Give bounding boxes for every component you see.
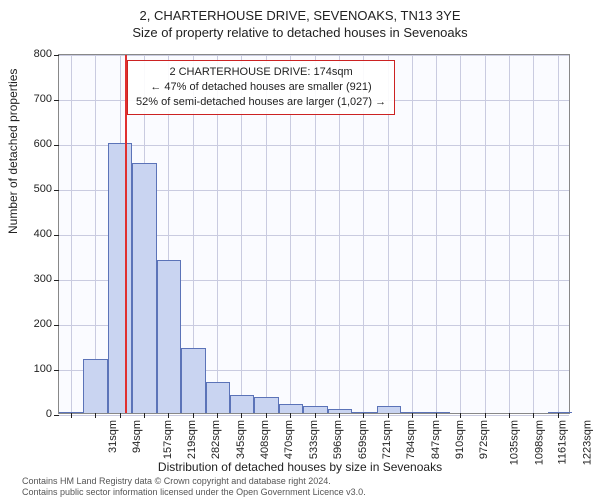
histogram-bar <box>279 404 303 413</box>
ytick-label: 800 <box>22 48 52 60</box>
ytick-label: 500 <box>22 183 52 195</box>
gridline-v <box>436 55 437 413</box>
annotation-box: 2 CHARTERHOUSE DRIVE: 174sqm← 47% of det… <box>127 60 395 115</box>
xtick-mark <box>266 413 267 418</box>
chart-title-line1: 2, CHARTERHOUSE DRIVE, SEVENOAKS, TN13 3… <box>0 0 600 23</box>
xtick-mark <box>460 413 461 418</box>
ytick-mark <box>54 100 59 101</box>
xtick-mark <box>363 413 364 418</box>
ytick-mark <box>54 415 59 416</box>
footer-attribution: Contains HM Land Registry data © Crown c… <box>22 476 366 499</box>
annotation-line3: 52% of semi-detached houses are larger (… <box>136 95 386 110</box>
xtick-label: 1223sqm <box>582 420 594 465</box>
ytick-label: 200 <box>22 318 52 330</box>
chart-container: 2, CHARTERHOUSE DRIVE, SEVENOAKS, TN13 3… <box>0 0 600 500</box>
histogram-bar <box>59 412 83 413</box>
xtick-label: 972sqm <box>478 420 490 459</box>
xtick-label: 721sqm <box>381 420 393 459</box>
histogram-bar <box>352 412 376 413</box>
xtick-label: 408sqm <box>259 420 271 459</box>
footer-line2: Contains public sector information licen… <box>22 487 366 498</box>
ytick-label: 100 <box>22 363 52 375</box>
xtick-label: 219sqm <box>186 420 198 459</box>
xtick-label: 847sqm <box>430 420 442 459</box>
ytick-mark <box>54 190 59 191</box>
gridline-v <box>509 55 510 413</box>
ytick-label: 400 <box>22 228 52 240</box>
histogram-bar <box>157 260 181 413</box>
ytick-mark <box>54 370 59 371</box>
xtick-mark <box>95 413 96 418</box>
xtick-mark <box>558 413 559 418</box>
histogram-bar <box>206 382 230 414</box>
ytick-label: 600 <box>22 138 52 150</box>
xtick-label: 470sqm <box>283 420 295 459</box>
xtick-label: 784sqm <box>405 420 417 459</box>
histogram-bar <box>377 406 401 413</box>
y-axis-label: Number of detached properties <box>6 69 20 234</box>
xtick-mark <box>241 413 242 418</box>
plot-area: 2 CHARTERHOUSE DRIVE: 174sqm← 47% of det… <box>58 54 570 414</box>
xtick-label: 659sqm <box>357 420 369 459</box>
xtick-label: 1161sqm <box>557 420 569 464</box>
ytick-mark <box>54 280 59 281</box>
ytick-mark <box>54 55 59 56</box>
plot-wrap: 2 CHARTERHOUSE DRIVE: 174sqm← 47% of det… <box>58 54 570 414</box>
histogram-bar <box>254 397 278 413</box>
gridline-v <box>558 55 559 413</box>
histogram-bar <box>401 412 425 413</box>
xtick-label: 533sqm <box>308 420 320 459</box>
ytick-mark <box>54 235 59 236</box>
xtick-mark <box>290 413 291 418</box>
xtick-mark <box>193 413 194 418</box>
xtick-mark <box>412 413 413 418</box>
gridline-v <box>460 55 461 413</box>
ytick-label: 0 <box>22 408 52 420</box>
xtick-mark <box>217 413 218 418</box>
xtick-mark <box>144 413 145 418</box>
ytick-mark <box>54 325 59 326</box>
xtick-label: 345sqm <box>235 420 247 459</box>
xtick-label: 1035sqm <box>509 420 521 465</box>
histogram-bar <box>230 395 254 413</box>
ytick-label: 700 <box>22 93 52 105</box>
xtick-mark <box>339 413 340 418</box>
histogram-bar <box>181 348 205 413</box>
xtick-mark <box>315 413 316 418</box>
xtick-label: 157sqm <box>162 420 174 459</box>
xtick-label: 910sqm <box>454 420 466 459</box>
xtick-label: 31sqm <box>107 420 119 453</box>
xtick-mark <box>485 413 486 418</box>
xtick-label: 94sqm <box>131 420 143 453</box>
histogram-bar <box>548 412 572 413</box>
ytick-mark <box>54 145 59 146</box>
xtick-label: 282sqm <box>211 420 223 459</box>
histogram-bar <box>328 409 352 414</box>
xtick-mark <box>388 413 389 418</box>
xtick-mark <box>436 413 437 418</box>
xtick-mark <box>533 413 534 418</box>
xtick-mark <box>71 413 72 418</box>
gridline-v <box>485 55 486 413</box>
ytick-label: 300 <box>22 273 52 285</box>
xtick-mark <box>509 413 510 418</box>
gridline-v <box>412 55 413 413</box>
xtick-label: 596sqm <box>332 420 344 459</box>
footer-line1: Contains HM Land Registry data © Crown c… <box>22 476 366 487</box>
histogram-bar <box>83 359 107 413</box>
gridline-v <box>533 55 534 413</box>
histogram-bar <box>426 412 450 413</box>
gridline-v <box>71 55 72 413</box>
chart-title-line2: Size of property relative to detached ho… <box>0 23 600 40</box>
xtick-label: 1098sqm <box>533 420 545 465</box>
xtick-mark <box>120 413 121 418</box>
annotation-line1: 2 CHARTERHOUSE DRIVE: 174sqm <box>136 65 386 80</box>
histogram-bar <box>303 406 327 413</box>
annotation-line2: ← 47% of detached houses are smaller (92… <box>136 80 386 95</box>
histogram-bar <box>132 163 156 413</box>
xtick-mark <box>168 413 169 418</box>
histogram-bar <box>108 143 132 413</box>
